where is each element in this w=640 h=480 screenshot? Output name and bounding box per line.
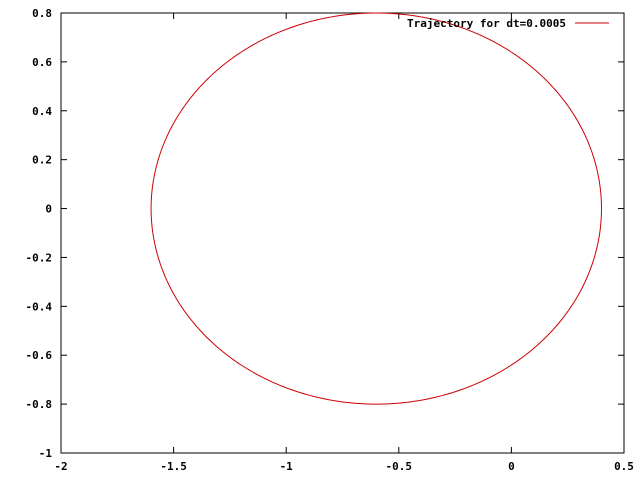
y-tick-label: 0: [45, 203, 52, 216]
legend: Trajectory for dt=0.0005: [407, 17, 609, 30]
y-tick-label: -1: [39, 447, 53, 460]
x-tick-label: -0.5: [386, 460, 413, 473]
y-tick-label: 0.2: [32, 154, 52, 167]
x-tick-label: 0.5: [614, 460, 634, 473]
plot-frame: [61, 13, 624, 453]
trajectory-series-line: [151, 13, 601, 404]
y-tick-label: 0.8: [32, 7, 52, 20]
y-tick-label: -0.8: [26, 398, 53, 411]
x-axis-ticks: -2 -1.5 -1 -0.5 0 0.5: [54, 13, 634, 473]
series-layer: [151, 13, 601, 404]
y-axis-ticks: -1 -0.8 -0.6 -0.4 -0.2 0 0.2 0.4 0.6 0.8: [26, 7, 625, 460]
y-tick-label: -0.4: [26, 300, 53, 313]
y-tick-label: -0.6: [26, 349, 53, 362]
y-tick-label: 0.4: [32, 105, 52, 118]
x-tick-label: -2: [54, 460, 67, 473]
y-tick-label: 0.6: [32, 56, 52, 69]
y-tick-label: -0.2: [26, 251, 53, 264]
x-tick-label: 0: [508, 460, 515, 473]
x-tick-label: -1: [280, 460, 294, 473]
legend-label: Trajectory for dt=0.0005: [407, 17, 566, 30]
x-tick-label: -1.5: [160, 460, 187, 473]
